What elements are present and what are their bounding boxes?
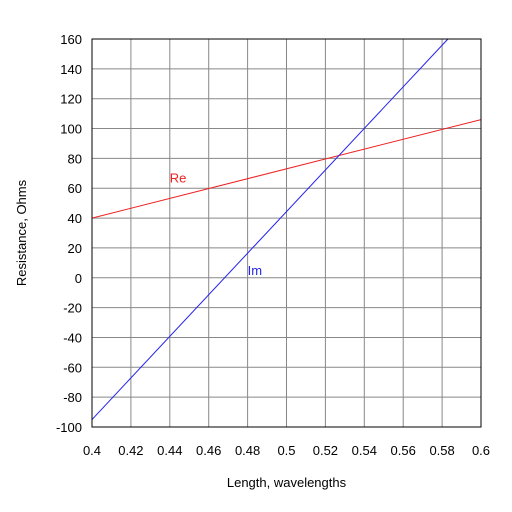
y-tick-label: -60 [63, 360, 82, 375]
plot-frame [91, 38, 482, 428]
x-tick-label: 0.5 [277, 443, 295, 458]
series-line-im [91, 38, 449, 420]
y-tick-labels: 160 140 120 100 80 60 40 20 0 -20 -40 -60 -80 -100 [56, 32, 82, 435]
grid [91, 38, 482, 428]
series-line-re [91, 119, 482, 219]
x-tick-label: 0.4 [83, 443, 101, 458]
y-tick-label: 0 [75, 271, 82, 286]
y-tick-label: -80 [63, 390, 82, 405]
x-tick-label: 0.6 [472, 443, 490, 458]
series-label-im: Im [248, 263, 262, 278]
x-tick-labels: 0.4 0.42 0.44 0.46 0.48 0.5 0.52 0.54 0.56 0.58 0.… [83, 443, 490, 458]
series-labels: Re Im [170, 170, 262, 278]
x-axis-label: Length, wavelengths [227, 475, 347, 490]
y-tick-label: 140 [60, 62, 82, 77]
series-label-re: Re [170, 170, 187, 185]
series-lines [91, 38, 482, 420]
y-tick-label: 60 [68, 181, 82, 196]
x-tick-label: 0.42 [118, 443, 143, 458]
y-tick-label: 100 [60, 122, 82, 137]
y-tick-label: 160 [60, 32, 82, 47]
x-tick-label: 0.58 [429, 443, 454, 458]
y-axis-label: Resistance, Ohms [14, 179, 29, 286]
y-tick-label: -40 [63, 330, 82, 345]
x-tick-label: 0.46 [196, 443, 221, 458]
x-tick-label: 0.44 [157, 443, 182, 458]
y-tick-label: 40 [68, 211, 82, 226]
y-tick-label: 20 [68, 241, 82, 256]
x-tick-label: 0.54 [352, 443, 377, 458]
y-tick-label: -20 [63, 301, 82, 316]
y-tick-label: 80 [68, 151, 82, 166]
x-tick-label: 0.48 [235, 443, 260, 458]
y-tick-label: 120 [60, 92, 82, 107]
y-tick-label: -100 [56, 420, 82, 435]
x-tick-label: 0.52 [313, 443, 338, 458]
x-tick-label: 0.56 [391, 443, 416, 458]
